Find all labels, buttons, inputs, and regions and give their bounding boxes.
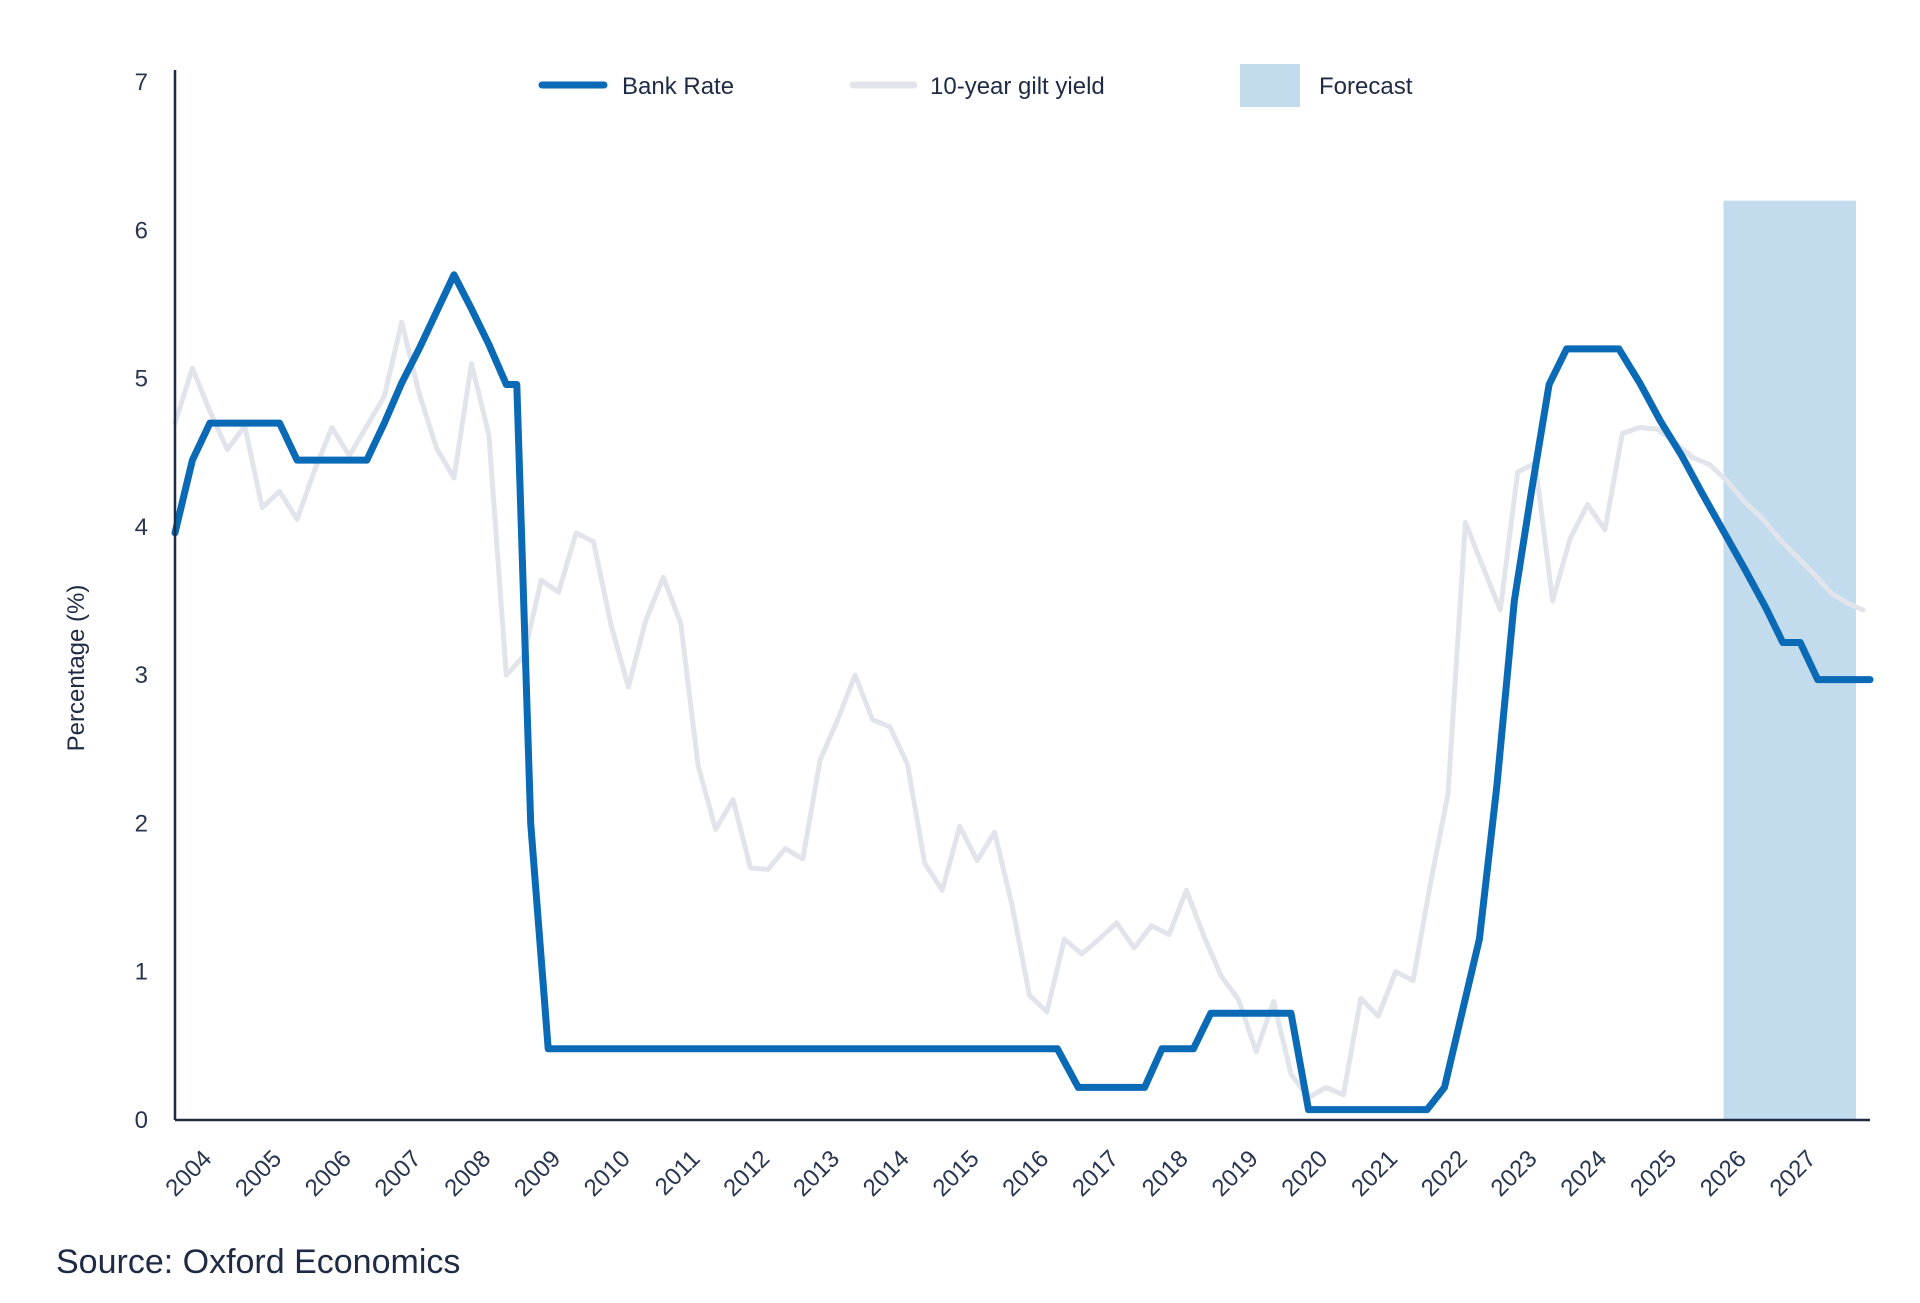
y-tick-label: 7 [135, 69, 148, 96]
x-tick-label: 2006 [300, 1145, 357, 1202]
y-tick-label: 3 [135, 662, 148, 689]
x-tick-label: 2024 [1555, 1145, 1612, 1202]
forecast-band [1723, 200, 1857, 1121]
x-tick-label: 2013 [788, 1145, 845, 1202]
x-tick-label: 2020 [1276, 1145, 1333, 1202]
legend-swatch-forecast [1240, 64, 1300, 107]
x-tick-label: 2009 [509, 1145, 566, 1202]
forecast-band-layer [1723, 200, 1857, 1121]
y-tick-label: 6 [135, 217, 148, 244]
x-tick-label: 2014 [858, 1145, 915, 1202]
series-layer [171, 271, 1874, 1114]
x-tick-label: 2026 [1695, 1145, 1752, 1202]
x-tick-label: 2010 [579, 1145, 636, 1202]
x-tick-label: 2016 [997, 1145, 1054, 1202]
x-tick-label: 2023 [1486, 1145, 1543, 1202]
source-note: Source: Oxford Economics [56, 1243, 461, 1281]
x-tick-label: 2012 [718, 1145, 775, 1202]
x-tick-label: 2017 [1067, 1145, 1124, 1202]
legend: Bank Rate 10-year gilt yield Forecast [538, 64, 1413, 107]
y-tick-label: 0 [135, 1107, 148, 1134]
axes-layer [173, 70, 1870, 1122]
y-tick-label: 5 [135, 366, 148, 393]
x-tick-label: 2011 [650, 1145, 706, 1201]
x-tick-labels: 2004 2005 2006 2007 2008 2009 2010 2011 2012 2013… [160, 1145, 1821, 1202]
x-tick-label: 2004 [160, 1145, 217, 1202]
x-tick-label: 2022 [1416, 1145, 1473, 1202]
x-tick-label: 2015 [928, 1145, 985, 1202]
y-tick-label: 2 [135, 810, 148, 837]
x-tick-label: 2019 [1207, 1145, 1264, 1202]
x-tick-label: 2021 [1346, 1145, 1403, 1202]
y-tick-label: 4 [135, 514, 148, 541]
legend-label-bank-rate: Bank Rate [622, 73, 734, 100]
legend-label-forecast: Forecast [1319, 73, 1413, 100]
series-line-bank-rate [171, 271, 1874, 1114]
x-tick-label: 2008 [439, 1145, 496, 1202]
x-tick-label: 2027 [1765, 1145, 1822, 1202]
y-tick-label: 1 [135, 959, 148, 986]
x-tick-label: 2025 [1625, 1145, 1682, 1202]
legend-label-gilt-yield: 10-year gilt yield [930, 73, 1105, 100]
y-tick-labels: 0 1 2 3 4 5 6 7 [135, 69, 148, 1134]
x-tick-label: 2007 [370, 1145, 427, 1202]
y-axis-title: Percentage (%) [63, 585, 90, 752]
series-line-10-year-gilt-yield [172, 319, 1866, 1101]
x-tick-label: 2018 [1137, 1145, 1194, 1202]
x-tick-label: 2005 [230, 1145, 287, 1202]
